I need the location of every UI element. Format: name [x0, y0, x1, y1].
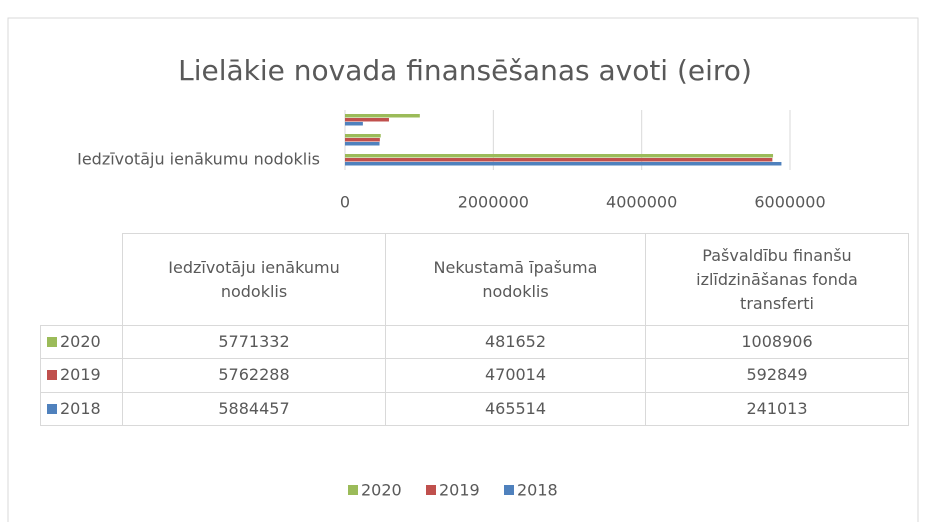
chart-frame: [7, 17, 919, 522]
bar: [345, 142, 380, 146]
x-tick-label: 2000000: [458, 193, 529, 212]
legend-key: [47, 337, 57, 348]
x-tick-label: 0: [340, 193, 350, 212]
series-name: 2020: [60, 332, 101, 352]
bar: [345, 162, 782, 166]
table-row-header: 2019: [40, 358, 123, 393]
table-value: 5771332: [122, 325, 386, 360]
legend-label: 2018: [517, 481, 558, 500]
table-header: Pašvaldību finanšu izlīdzināšanas fonda …: [645, 233, 909, 326]
y-tick-label: Iedzīvotāju ienākumu nodoklis: [77, 150, 320, 169]
bar: [345, 154, 774, 158]
legend-key: [47, 403, 57, 414]
table-row-header: 2020: [40, 325, 123, 360]
table-value: 470014: [385, 358, 646, 393]
bar: [345, 138, 380, 142]
table-header: Nekustamā īpašuma nodoklis: [385, 233, 646, 326]
table-value: 5762288: [122, 358, 386, 393]
x-tick-label: 4000000: [606, 193, 677, 212]
chart-title: Lielākie novada finansēšanas avoti (eiro…: [178, 54, 752, 87]
legend-label: 2019: [439, 481, 480, 500]
table-value: 1008906: [645, 325, 909, 360]
bar: [345, 134, 381, 138]
table-row-header: 2018: [40, 391, 123, 426]
table-value: 5884457: [122, 391, 386, 426]
legend-key: [504, 485, 514, 495]
table-value: 241013: [645, 391, 909, 426]
legend-key: [47, 370, 57, 381]
legend-label: 2020: [361, 481, 402, 500]
bar: [345, 114, 420, 118]
table-value: 481652: [385, 325, 646, 360]
series-name: 2019: [60, 365, 101, 385]
bar: [345, 122, 363, 126]
table-header: Iedzīvotāju ienākumu nodoklis: [122, 233, 386, 326]
bar: [345, 158, 773, 162]
legend-key: [426, 485, 436, 495]
bar: [345, 118, 389, 122]
legend-key: [348, 485, 358, 495]
table-value: 465514: [385, 391, 646, 426]
table-value: 592849: [645, 358, 909, 393]
x-tick-label: 6000000: [754, 193, 825, 212]
series-name: 2018: [60, 398, 101, 418]
